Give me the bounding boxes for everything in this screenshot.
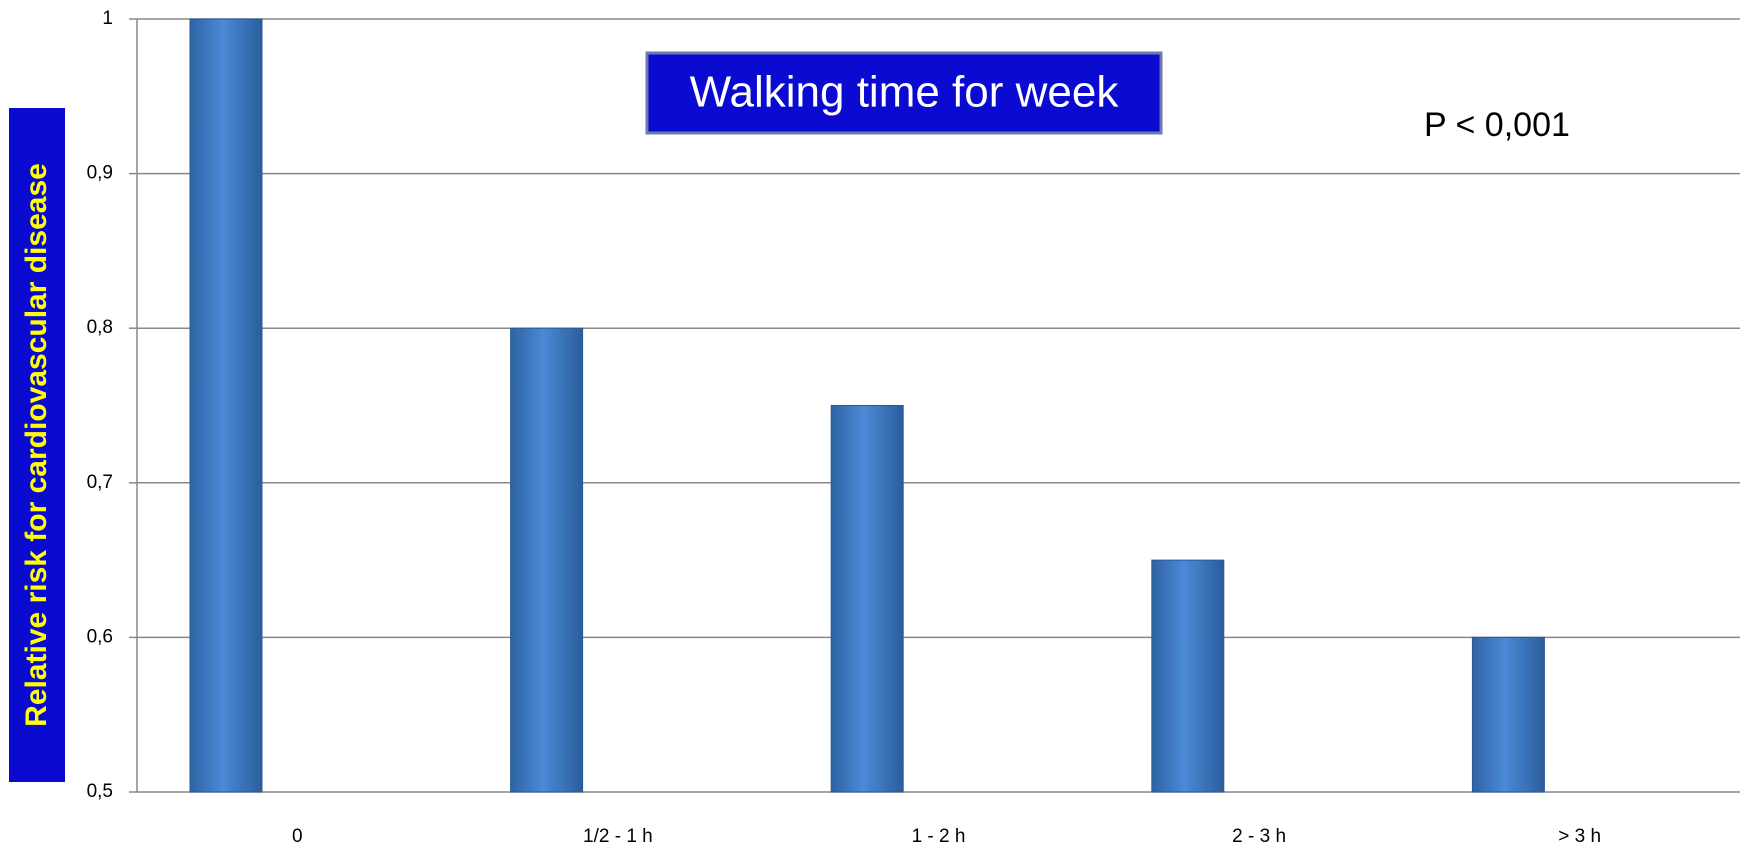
x-tick-label: 1 - 2 h: [912, 826, 966, 847]
y-label-box: [9, 108, 65, 782]
y-tick-label: 0,7: [87, 472, 113, 493]
bar: [1471, 636, 1545, 793]
x-tick-label: > 3 h: [1558, 826, 1601, 847]
bar: [510, 327, 584, 793]
annotation: P < 0,001: [1424, 106, 1570, 144]
bar: [1151, 559, 1225, 793]
y-tick-label: 0,8: [87, 317, 113, 338]
x-tick-label: 1/2 - 1 h: [583, 826, 653, 847]
x-tick-label: 2 - 3 h: [1232, 826, 1286, 847]
x-tick-label: 0: [292, 826, 303, 847]
title-box: [645, 51, 1163, 135]
bar: [830, 405, 904, 793]
y-tick-label: 0,9: [87, 163, 113, 184]
y-tick-label: 1: [102, 8, 113, 29]
y-tick-label: 0,5: [87, 781, 113, 802]
chart-title: Walking time for week: [690, 68, 1120, 117]
y-tick-label: 0,6: [87, 626, 113, 647]
bar: [189, 18, 263, 793]
y-axis-label: Relative risk for cardiovascular disease: [20, 163, 53, 727]
